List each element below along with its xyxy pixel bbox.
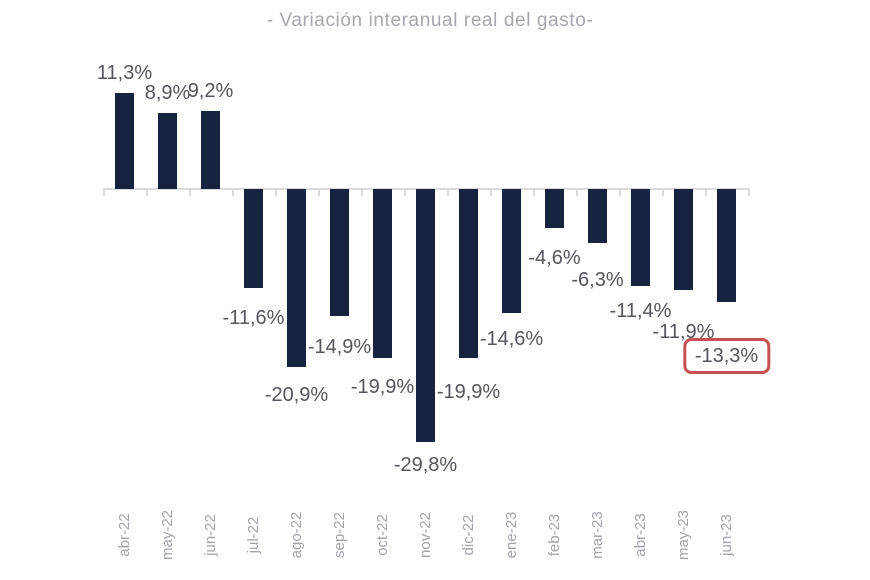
axis-tick-mark xyxy=(748,190,750,196)
axis-tick-mark xyxy=(533,190,535,196)
axis-tick-mark xyxy=(447,190,449,196)
x-tick-label-feb-23: feb-23 xyxy=(545,513,563,557)
bar-dic-22 xyxy=(459,189,478,359)
axis-tick-mark xyxy=(232,190,234,196)
x-tick-label-jun-22: jun-22 xyxy=(201,514,219,556)
axis-tick-mark xyxy=(275,190,277,196)
value-label-nov-22: -29,8% xyxy=(393,454,458,477)
x-tick-label-dic-22: dic-22 xyxy=(459,514,477,556)
x-tick-label-jun-23: jun-23 xyxy=(717,514,735,556)
bar-feb-23 xyxy=(545,189,564,229)
value-label-oct-22: -19,9% xyxy=(350,376,415,399)
x-tick-label-ago-22: ago-22 xyxy=(287,511,305,559)
bar-abr-23 xyxy=(631,189,650,286)
value-label-feb-23: -4,6% xyxy=(528,247,581,270)
x-tick-label-mar-23: mar-23 xyxy=(588,511,606,559)
axis-tick-mark xyxy=(318,190,320,196)
axis-tick-mark xyxy=(705,190,707,196)
value-label-ene-23: -14,6% xyxy=(479,328,544,351)
x-tick-label-abr-23: abr-23 xyxy=(631,513,649,557)
bar-may-23 xyxy=(674,189,693,291)
bar-jun-22 xyxy=(201,110,220,189)
x-tick-label-oct-22: oct-22 xyxy=(373,514,391,556)
x-tick-label-ene-23: ene-23 xyxy=(502,511,520,559)
value-label-abr-22: 11,3% xyxy=(96,61,153,84)
value-label-jul-22: -11,6% xyxy=(222,306,285,329)
value-label-sep-22: -14,9% xyxy=(307,335,372,358)
value-label-may-22: 8,9% xyxy=(144,82,191,105)
axis-tick-mark xyxy=(189,190,191,196)
x-tick-label-may-22: may-22 xyxy=(158,509,176,561)
value-label-ago-22: -20,9% xyxy=(264,383,329,406)
x-tick-label-jul-22: jul-22 xyxy=(244,516,262,554)
x-tick-label-may-23: may-23 xyxy=(674,509,692,561)
bar-ago-22 xyxy=(287,189,306,367)
bar-mar-23 xyxy=(588,189,607,243)
axis-tick-mark xyxy=(662,190,664,196)
value-label-mar-23: -6,3% xyxy=(571,268,624,291)
bar-abr-22 xyxy=(115,92,134,189)
x-tick-label-sep-22: sep-22 xyxy=(330,512,348,558)
bar-oct-22 xyxy=(373,189,392,359)
value-label-jun-22: 9,2% xyxy=(187,79,234,102)
x-tick-label-abr-22: abr-22 xyxy=(115,513,133,557)
chart-title: - Variación interanual real del gasto- xyxy=(266,10,594,31)
axis-tick-mark xyxy=(361,190,363,196)
axis-tick-mark xyxy=(576,190,578,196)
axis-tick-mark xyxy=(146,190,148,196)
bar-may-22 xyxy=(158,113,177,189)
axis-tick-mark xyxy=(103,190,105,196)
value-label-may-23: -11,9% xyxy=(652,321,715,344)
bar-nov-22 xyxy=(416,189,435,443)
bar-jul-22 xyxy=(244,189,263,288)
axis-tick-mark xyxy=(404,190,406,196)
axis-tick-mark xyxy=(490,190,492,196)
bar-ene-23 xyxy=(502,189,521,314)
x-tick-label-nov-22: nov-22 xyxy=(416,512,434,558)
bar-sep-22 xyxy=(330,189,349,316)
bar-jun-23 xyxy=(717,189,736,303)
axis-tick-mark xyxy=(619,190,621,196)
highlighted-value-label-jun-23: -13,3% xyxy=(682,338,771,375)
value-label-abr-23: -11,4% xyxy=(609,299,672,322)
value-label-dic-22: -19,9% xyxy=(436,381,501,404)
